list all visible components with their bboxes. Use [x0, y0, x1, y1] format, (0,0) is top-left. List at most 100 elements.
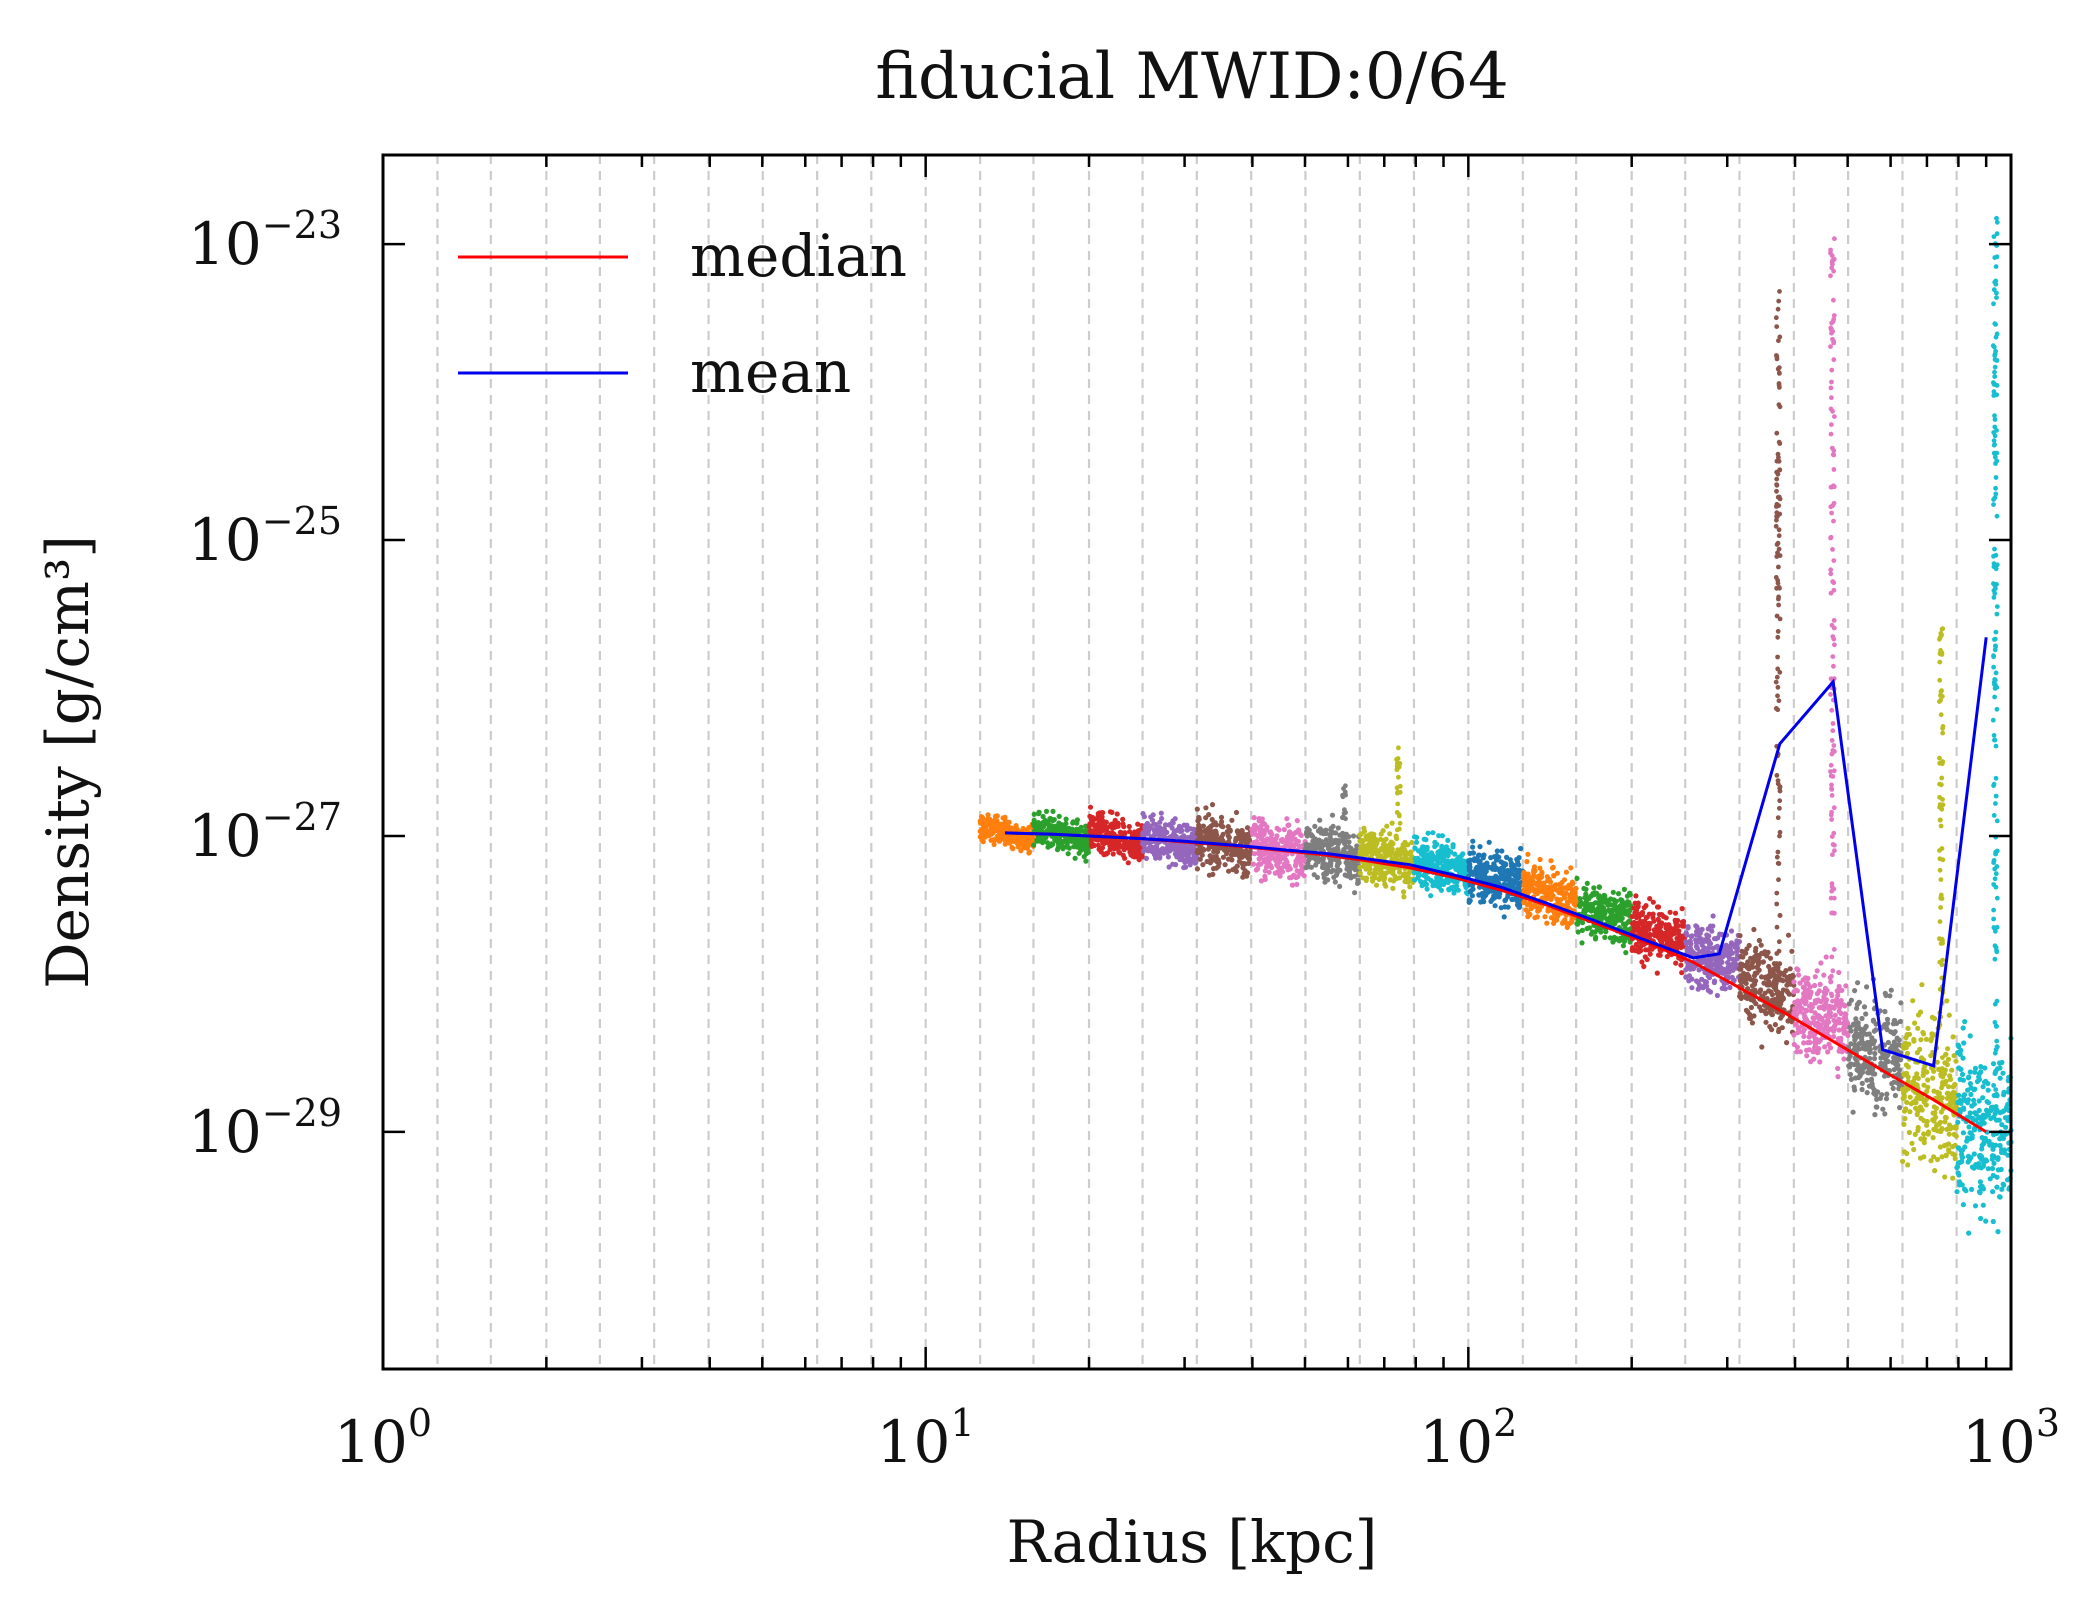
- scatter-point: [1854, 1005, 1860, 1011]
- scatter-point: [1687, 966, 1693, 972]
- scatter-point: [1251, 815, 1257, 821]
- scatter-point: [1401, 850, 1407, 856]
- scatter-point: [1059, 844, 1065, 850]
- scatter-point: [1158, 810, 1164, 816]
- scatter-point: [1038, 825, 1044, 831]
- scatter-point: [1710, 913, 1716, 919]
- scatter-point: [1424, 886, 1430, 892]
- scatter-point: [1683, 939, 1689, 945]
- scatter-point: [1536, 885, 1542, 891]
- outlier-point: [1832, 236, 1837, 242]
- scatter-point: [1806, 1034, 1812, 1040]
- outlier-point: [1830, 547, 1835, 552]
- scatter-point: [1272, 870, 1278, 876]
- scatter-point: [1311, 872, 1317, 878]
- scatter-point: [1438, 847, 1444, 854]
- scatter-point: [1357, 870, 1363, 876]
- scatter-point: [1411, 834, 1418, 840]
- scatter-point: [1036, 809, 1042, 816]
- scatter-point: [1351, 862, 1357, 868]
- scatter-point: [1801, 1033, 1807, 1039]
- outlier-point: [1829, 738, 1835, 743]
- outlier-point: [1829, 787, 1835, 792]
- scatter-point: [1397, 852, 1403, 858]
- scatter-point: [1953, 1058, 1959, 1064]
- scatter-point: [1569, 890, 1575, 896]
- scatter-point: [1093, 836, 1099, 843]
- scatter-point: [992, 813, 999, 819]
- scatter-point: [1197, 856, 1203, 862]
- outlier-point: [1829, 707, 1835, 713]
- outlier-point: [1775, 849, 1781, 855]
- outlier-point: [1829, 793, 1835, 798]
- scatter-point: [1439, 833, 1445, 839]
- scatter-point: [1313, 855, 1319, 861]
- outlier-point: [1829, 993, 1835, 999]
- scatter-point: [1632, 900, 1638, 906]
- scatter-bin-14: [1737, 289, 1797, 1050]
- scatter-point: [1451, 887, 1457, 893]
- scatter-point: [1756, 954, 1762, 961]
- scatter-point: [1721, 947, 1727, 954]
- scatter-point: [1743, 980, 1749, 987]
- scatter-point: [1695, 986, 1701, 992]
- scatter-point: [1642, 929, 1648, 935]
- scatter-point: [1277, 873, 1283, 879]
- scatter-point: [1950, 1175, 1956, 1181]
- scatter-point: [1594, 890, 1600, 897]
- scatter-point: [1165, 854, 1171, 860]
- scatter-point: [1145, 831, 1151, 837]
- scatter-point: [1814, 1050, 1821, 1056]
- scatter-point: [1170, 861, 1176, 867]
- outlier-point: [1829, 817, 1834, 822]
- scatter-point: [980, 816, 986, 822]
- scatter-point: [1736, 939, 1742, 945]
- scatter-point: [1166, 864, 1172, 870]
- outlier-point: [1829, 622, 1835, 628]
- scatter-point: [1584, 897, 1590, 903]
- scatter-point: [1838, 998, 1844, 1004]
- scatter-point: [1752, 948, 1759, 954]
- scatter-point: [1905, 1025, 1911, 1031]
- scatter-point: [1883, 1096, 1890, 1102]
- scatter-point: [1470, 844, 1476, 850]
- scatter-point: [1481, 899, 1487, 905]
- outlier-point: [1830, 968, 1836, 974]
- scatter-point: [1274, 825, 1280, 831]
- outlier-point: [1342, 807, 1347, 813]
- scatter-point: [1482, 868, 1488, 875]
- outlier-point: [1774, 458, 1780, 464]
- scatter-point: [1869, 1081, 1875, 1087]
- scatter-point: [1863, 1023, 1869, 1029]
- scatter-point: [1083, 858, 1089, 864]
- scatter-point: [1905, 1162, 1911, 1168]
- outlier-point: [1774, 854, 1780, 860]
- scatter-point: [1639, 959, 1645, 965]
- scatter-point: [1795, 1030, 1801, 1036]
- outlier-point: [1831, 500, 1837, 506]
- scatter-point: [1470, 850, 1476, 856]
- scatter-point: [1264, 824, 1270, 830]
- scatter-point: [1829, 1004, 1835, 1010]
- scatter-point: [1783, 968, 1789, 974]
- scatter-point: [1596, 884, 1602, 890]
- outlier-point: [1830, 261, 1835, 267]
- scatter-point: [1764, 982, 1770, 988]
- outlier-point: [1828, 273, 1833, 279]
- scatter-point: [1823, 954, 1829, 960]
- scatter-point: [1758, 942, 1764, 948]
- scatter-point: [1151, 827, 1157, 833]
- scatter-point: [1213, 865, 1219, 871]
- scatter-point: [984, 822, 991, 828]
- scatter-point: [1903, 1044, 1909, 1051]
- scatter-point: [1780, 978, 1786, 984]
- scatter-point: [1509, 882, 1515, 888]
- scatter-point: [1753, 978, 1759, 984]
- scatter-point: [1095, 842, 1101, 848]
- scatter-point: [1297, 860, 1303, 866]
- scatter-point: [999, 821, 1005, 827]
- scatter-point: [1592, 929, 1598, 935]
- scatter-point: [1226, 834, 1232, 841]
- scatter-point: [1639, 921, 1645, 927]
- scatter-point: [1579, 940, 1585, 946]
